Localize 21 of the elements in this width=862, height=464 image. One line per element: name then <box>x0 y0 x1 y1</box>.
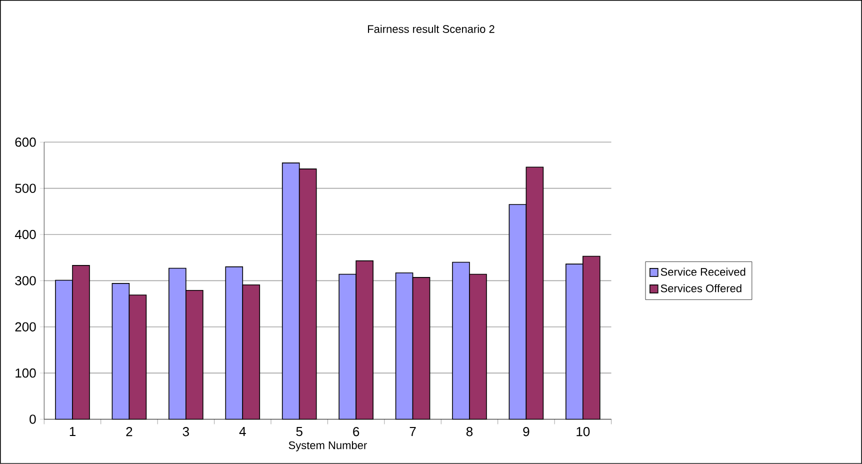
x-tick-label: 3 <box>182 427 189 436</box>
x-axis-title: System Number <box>288 441 367 452</box>
x-tick-label: 2 <box>126 427 132 436</box>
x-tick-label: 7 <box>410 427 416 436</box>
x-tick-label: 10 <box>576 427 590 436</box>
y-tick-label: 100 <box>16 368 36 378</box>
y-tick-label: 300 <box>15 276 36 286</box>
x-tick-label: 9 <box>523 427 530 436</box>
legend-label: Services Offered <box>660 284 742 292</box>
x-tick-label: 4 <box>239 427 246 436</box>
legend-label: Service Received <box>660 268 746 276</box>
y-tick-label: 200 <box>15 322 36 332</box>
x-tick-label: 6 <box>353 427 360 436</box>
chart-title: Fairness result Scenario 2 <box>368 24 494 33</box>
y-tick-label: 400 <box>14 230 36 240</box>
x-tick-label: 8 <box>466 427 473 436</box>
x-tick-label: 5 <box>296 427 302 436</box>
y-tick-label: 500 <box>15 184 36 193</box>
y-tick-label: 0 <box>30 414 36 424</box>
x-tick-label: 1 <box>70 427 76 436</box>
y-tick-label: 600 <box>15 138 36 147</box>
